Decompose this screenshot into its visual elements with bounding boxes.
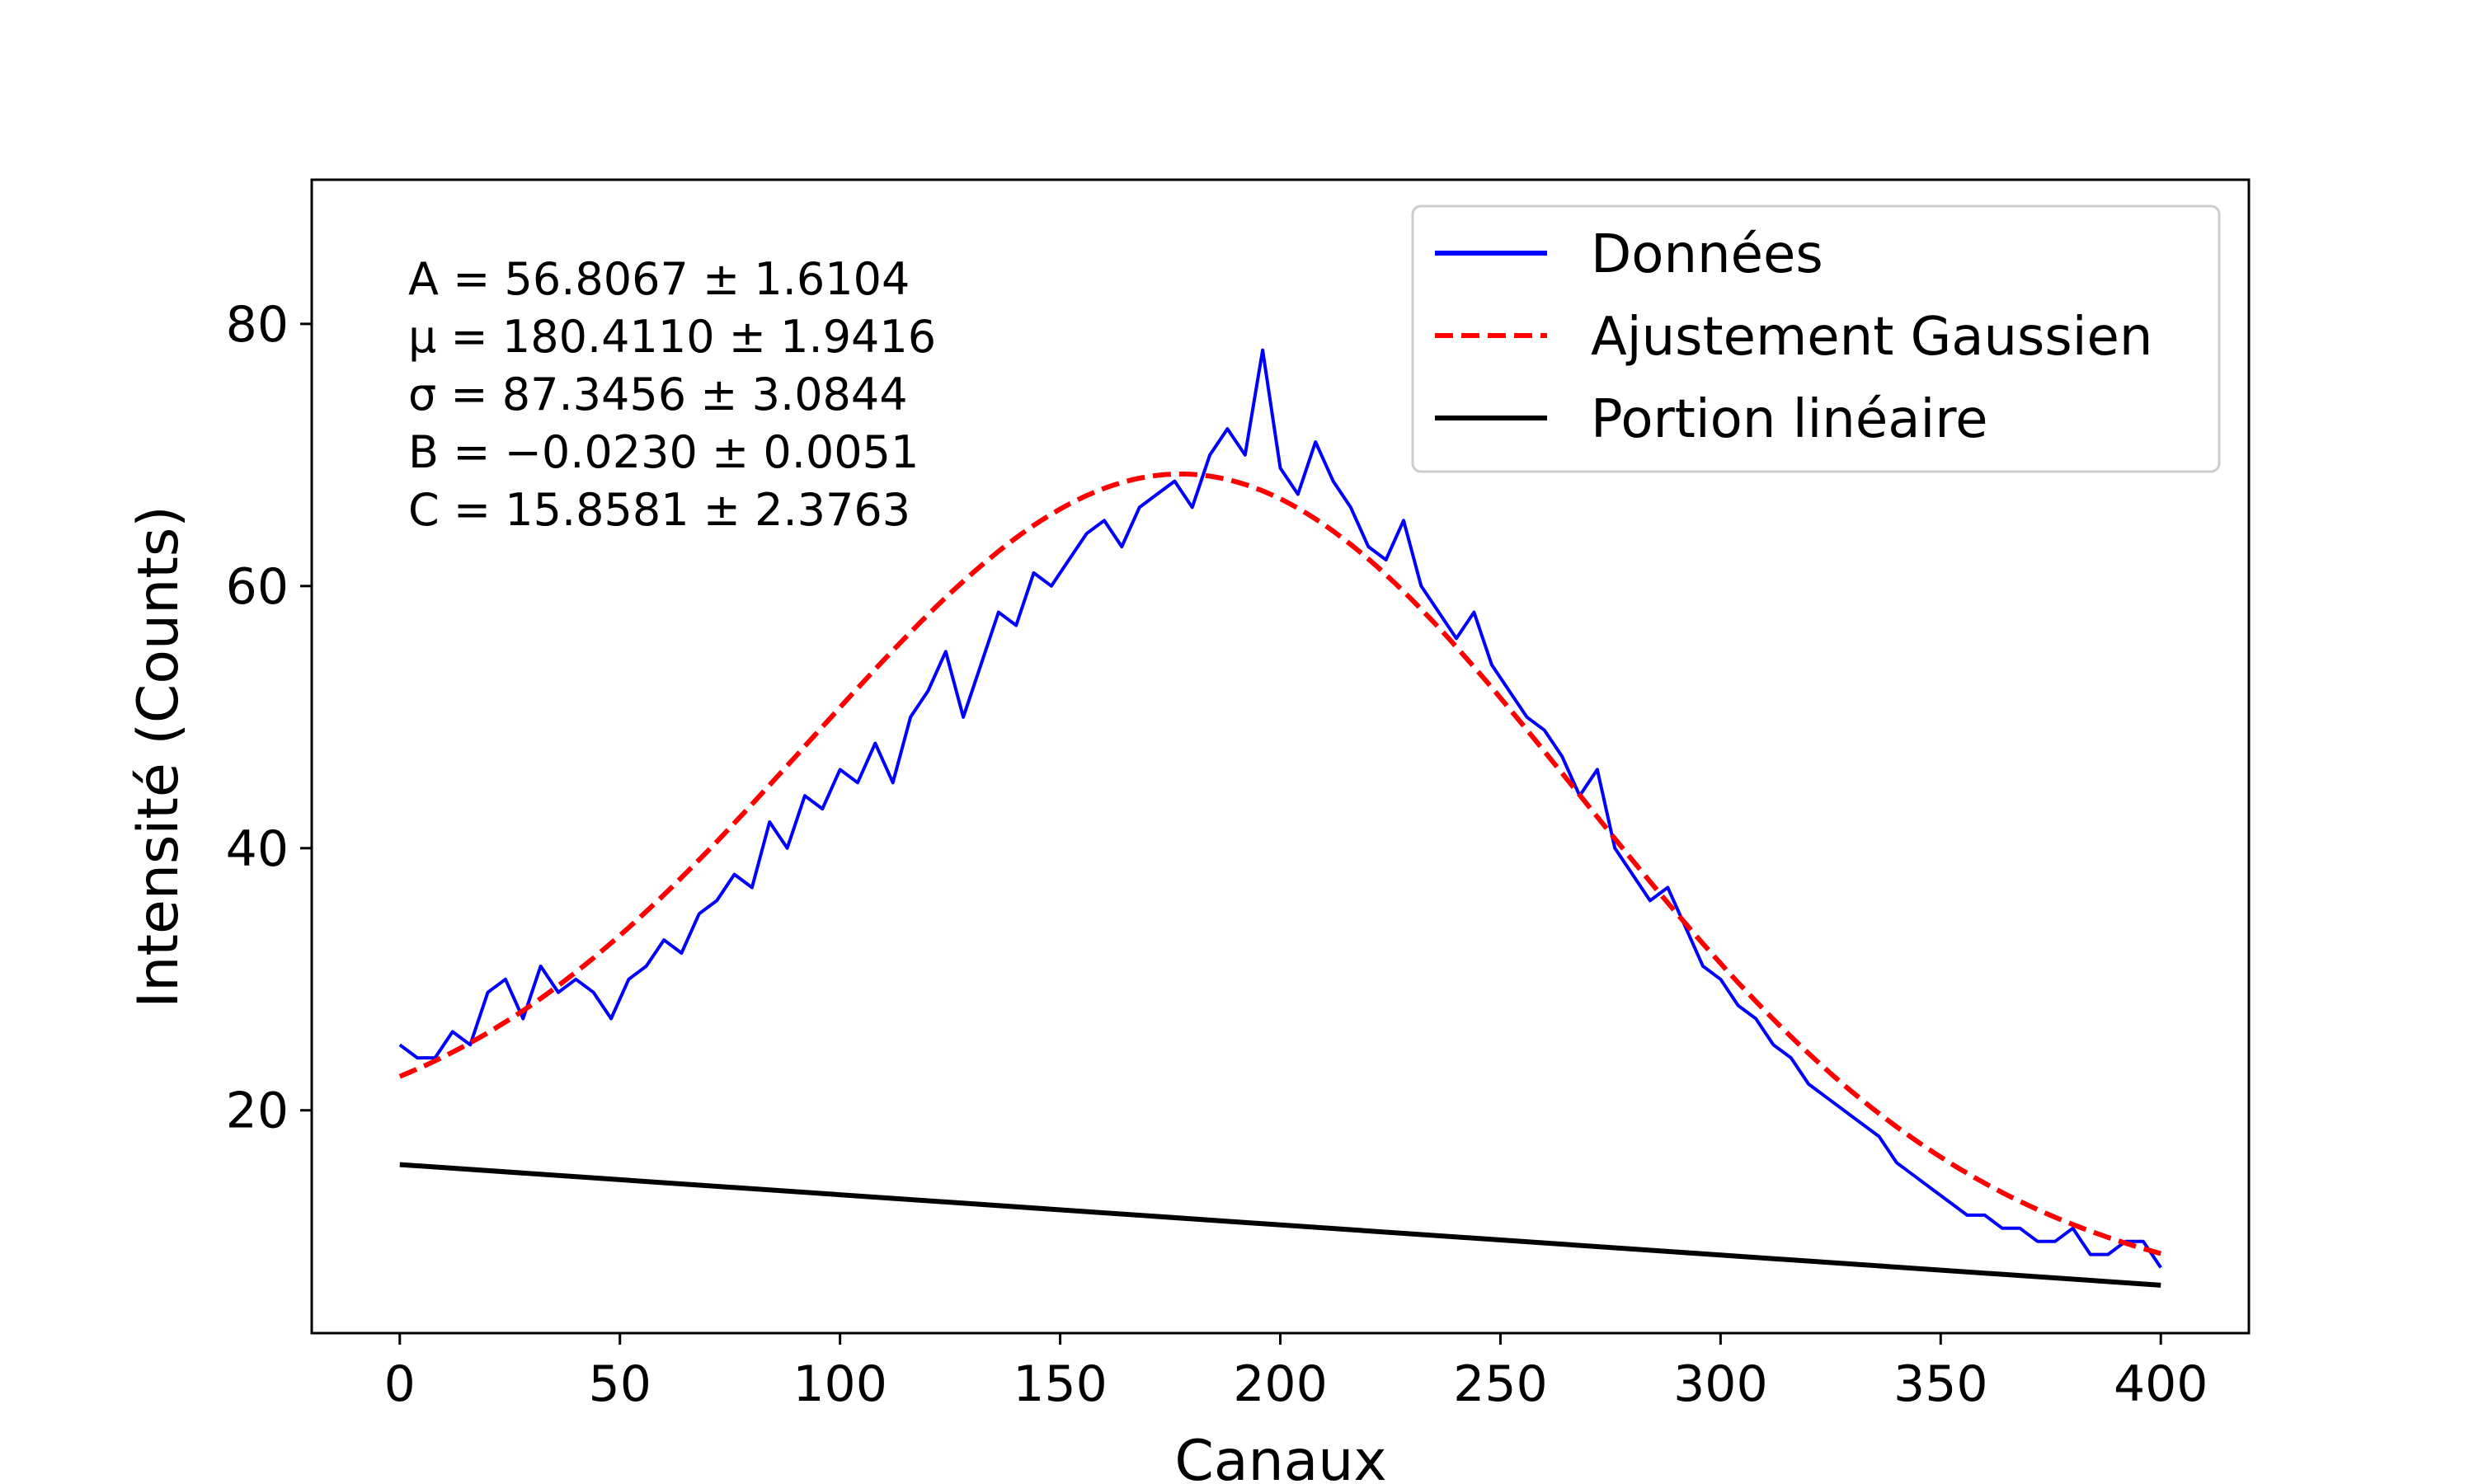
fit-parameters: A = 56.8067 ± 1.6104 μ = 180.4110 ± 1.94… — [408, 253, 936, 536]
y-tick-label: 20 — [226, 1082, 289, 1140]
x-axis-label: Canaux — [1174, 1429, 1386, 1484]
y-tick-label: 80 — [226, 296, 289, 354]
legend: Données Ajustement Gaussien Portion liné… — [1411, 204, 2221, 473]
x-axis: 0 50 100 150 200 250 300 350 400 — [384, 1333, 2208, 1413]
x-tick-label: 0 — [384, 1355, 416, 1413]
y-tick-label: 60 — [226, 558, 289, 616]
param-sigma: σ = 87.3456 ± 3.0844 — [408, 369, 908, 420]
x-tick-label: 100 — [793, 1355, 887, 1413]
x-tick-label: 200 — [1233, 1355, 1328, 1413]
linear-portion-line — [399, 1162, 2161, 1288]
x-tick-label: 400 — [2114, 1355, 2208, 1413]
param-A: A = 56.8067 ± 1.6104 — [408, 253, 910, 305]
x-tick-label: 300 — [1673, 1355, 1768, 1413]
x-tick-label: 250 — [1453, 1355, 1548, 1413]
legend-label-gaussien: Ajustement Gaussien — [1591, 307, 2152, 368]
legend-label-donnees: Données — [1591, 224, 1823, 285]
legend-box — [1411, 204, 2221, 473]
legend-label-lineaire: Portion linéaire — [1591, 389, 1988, 450]
x-tick-label: 150 — [1013, 1355, 1108, 1413]
series-layer — [398, 348, 2162, 1288]
param-B: B = −0.0230 ± 0.0051 — [408, 426, 919, 478]
gaussian-fit-line — [398, 471, 2162, 1256]
y-axis-label: Intensité (Counts) — [126, 505, 191, 1008]
y-axis: 20 40 60 80 — [226, 296, 312, 1140]
param-C: C = 15.8581 ± 2.3763 — [408, 484, 910, 536]
x-tick-label: 50 — [589, 1355, 651, 1413]
x-tick-label: 350 — [1893, 1355, 1988, 1413]
data-series-line — [398, 348, 2162, 1269]
y-tick-label: 40 — [226, 820, 289, 878]
param-mu: μ = 180.4110 ± 1.9416 — [408, 311, 936, 363]
